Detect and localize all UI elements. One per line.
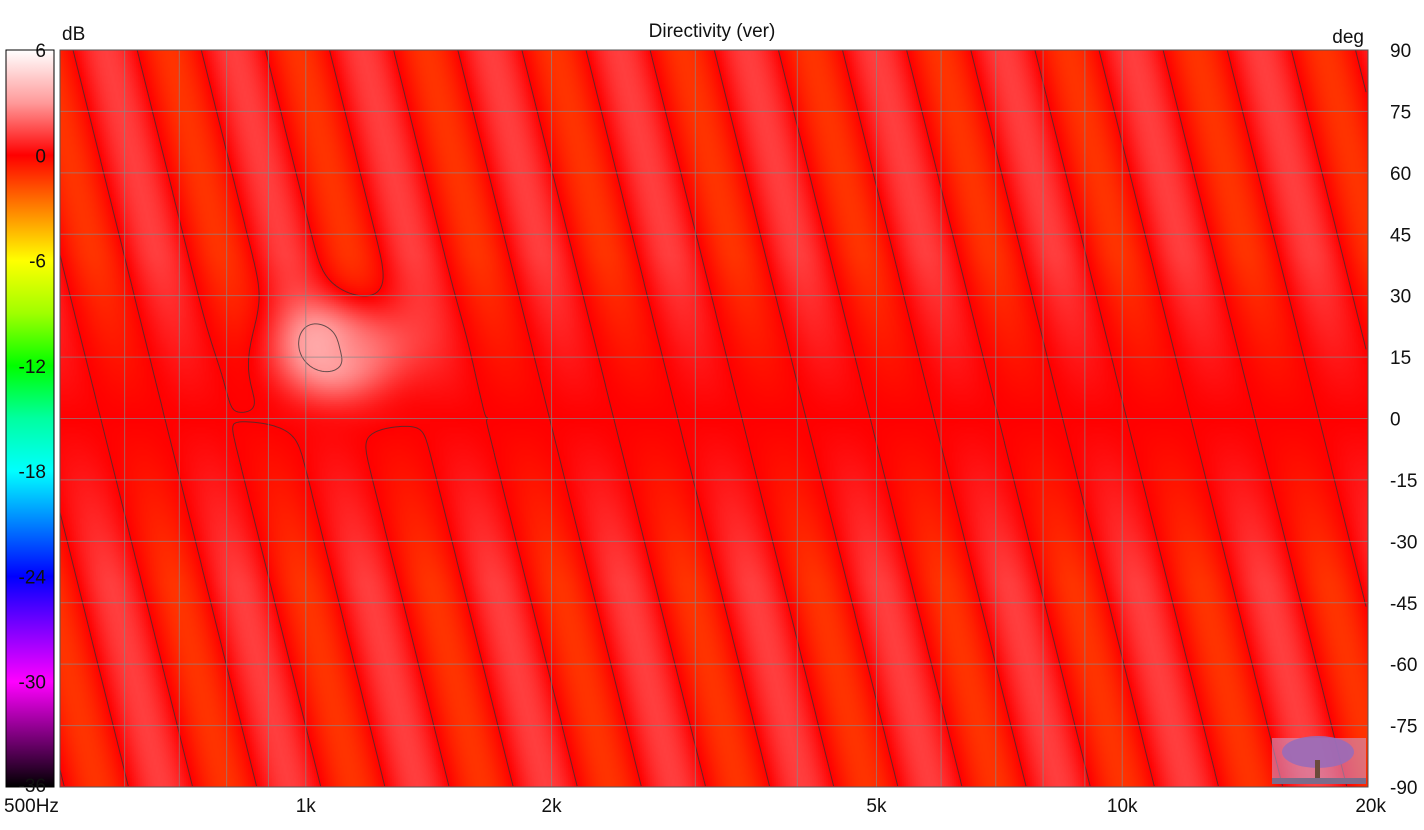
colorbar-tick-label: -12 [19,357,46,378]
y-tick-label: -75 [1390,717,1417,738]
x-tick-label: 20k [1355,796,1386,817]
tree-trunk [1315,760,1320,782]
x-tick-label: 500Hz [4,796,59,817]
tree-ground [1272,778,1366,784]
y-tick-label: 30 [1390,287,1411,308]
colorbar-unit-label: dB [62,24,85,45]
y-tick-label: -15 [1390,471,1417,492]
y-tick-label: -90 [1390,778,1417,799]
x-tick-label: 10k [1107,796,1138,817]
x-axis-tick-labels: 500Hz 1k 2k 5k 10k 20k [4,796,1386,817]
tree-crown [1282,736,1354,768]
x-tick-label: 2k [542,796,563,817]
colorbar-tick-label: -24 [19,567,47,588]
y-tick-label: 90 [1390,41,1411,62]
contour-line [298,323,343,373]
tree-icon [1272,736,1366,784]
colorbar-tick-label: 0 [35,146,46,167]
y-tick-label: 0 [1390,410,1401,431]
x-tick-label: 1k [296,796,317,817]
plot-frame [59,49,1369,788]
contour-line [60,50,1367,787]
y-tick-label: 75 [1390,102,1411,123]
colorbar-tick-label: -6 [29,252,46,273]
y-tick-label: 15 [1390,348,1411,369]
colorbar: 6 0 -6 -12 -18 -24 -30 -36 dB [5,24,85,797]
y-tick-label: -60 [1390,655,1417,676]
colorbar-tick-label: -36 [19,776,46,797]
y-axis-tick-labels: 90 75 60 45 30 15 0 -15 -30 -45 -60 -75 -90 [1390,41,1417,799]
y-tick-label: 60 [1390,164,1411,185]
y-axis-unit-label: deg [1332,27,1364,48]
plot-area [59,49,1369,788]
y-tick-label: -45 [1390,594,1417,615]
colorbar-tick-label: 6 [35,41,46,62]
contour-lines [60,50,1367,787]
x-tick-label: 5k [866,796,887,817]
colorbar-scale [5,49,55,788]
colorbar-tick-label: -30 [19,673,46,694]
chart-title: Directivity (ver) [649,21,776,42]
colorbar-tick-label: -18 [19,462,46,483]
colorbar-tick-labels: 6 0 -6 -12 -18 -24 -30 -36 [19,41,47,797]
y-tick-label: 45 [1390,225,1411,246]
y-tick-label: -30 [1390,532,1417,553]
